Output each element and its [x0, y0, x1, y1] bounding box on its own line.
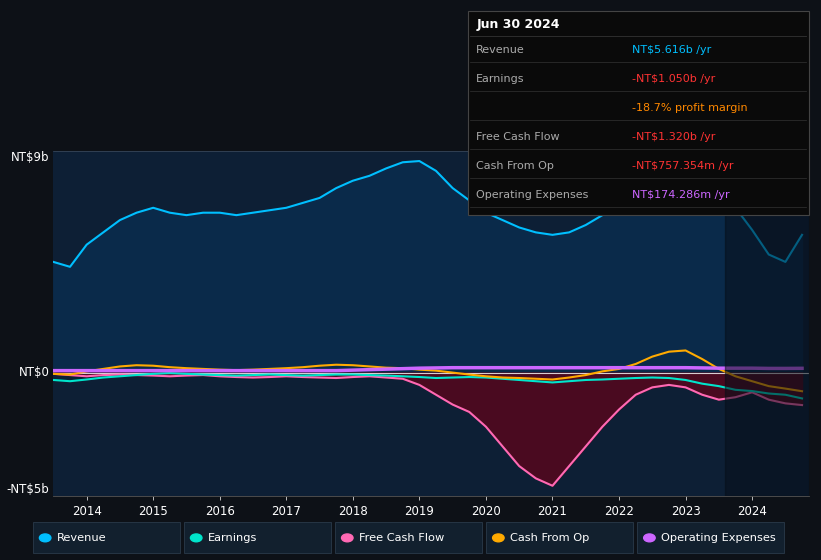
Text: Earnings: Earnings: [208, 533, 257, 543]
Text: Revenue: Revenue: [57, 533, 106, 543]
Text: Free Cash Flow: Free Cash Flow: [476, 132, 560, 142]
Text: Operating Expenses: Operating Expenses: [476, 190, 589, 200]
Text: Cash From Op: Cash From Op: [476, 161, 554, 171]
Bar: [726, 151, 809, 496]
Text: -18.7% profit margin: -18.7% profit margin: [632, 103, 748, 113]
Text: Earnings: Earnings: [476, 74, 525, 84]
Text: Operating Expenses: Operating Expenses: [661, 533, 776, 543]
Text: Jun 30 2024: Jun 30 2024: [476, 18, 560, 31]
Text: Revenue: Revenue: [476, 45, 525, 55]
Text: -NT$1.320b /yr: -NT$1.320b /yr: [632, 132, 716, 142]
Text: Free Cash Flow: Free Cash Flow: [359, 533, 444, 543]
Text: -NT$757.354m /yr: -NT$757.354m /yr: [632, 161, 734, 171]
Text: NT$5.616b /yr: NT$5.616b /yr: [632, 45, 712, 55]
Text: NT$174.286m /yr: NT$174.286m /yr: [632, 190, 730, 200]
Text: Cash From Op: Cash From Op: [510, 533, 589, 543]
Text: NT$0: NT$0: [19, 366, 49, 379]
Text: -NT$5b: -NT$5b: [7, 483, 49, 496]
Text: -NT$1.050b /yr: -NT$1.050b /yr: [632, 74, 715, 84]
Text: NT$9b: NT$9b: [11, 151, 49, 164]
